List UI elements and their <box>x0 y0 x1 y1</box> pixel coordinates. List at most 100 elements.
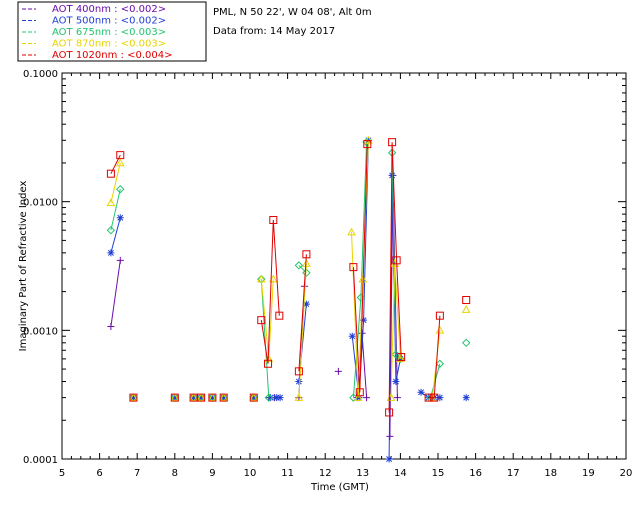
point-marker <box>208 393 217 402</box>
y-tick-label: 0.0010 <box>23 326 58 337</box>
point-marker <box>190 394 198 402</box>
x-tick-label: 18 <box>544 468 557 479</box>
point-marker <box>417 388 425 396</box>
y-tick-label: 0.0001 <box>23 455 58 466</box>
series-2 <box>106 137 471 402</box>
point-marker <box>267 394 275 402</box>
y-tick-label: 0.1000 <box>23 69 58 80</box>
point-marker <box>196 393 206 401</box>
x-axis-label: Time (GMT) <box>310 482 369 493</box>
point-marker <box>388 138 397 147</box>
x-tick-label: 13 <box>356 468 369 479</box>
point-marker <box>392 256 401 265</box>
point-marker <box>106 226 116 235</box>
point-marker <box>170 393 180 401</box>
series-line <box>260 219 280 364</box>
point-marker <box>294 367 303 376</box>
series-4 <box>106 138 471 417</box>
point-marker <box>170 393 179 402</box>
plot-area <box>106 135 471 463</box>
point-marker <box>349 263 358 272</box>
date-label: Data from: 14 May 2017 <box>213 26 335 37</box>
x-tick-label: 19 <box>582 468 595 479</box>
series-line <box>110 260 121 327</box>
point-marker <box>355 388 364 397</box>
legend-entry: AOT 1020nm : <0.004> <box>52 50 172 61</box>
x-tick-label: 16 <box>469 468 482 479</box>
x-tick-label: 9 <box>209 468 215 479</box>
point-marker <box>294 393 304 401</box>
x-tick-label: 17 <box>507 468 520 479</box>
x-tick-label: 15 <box>432 468 445 479</box>
point-marker <box>461 338 471 348</box>
point-marker <box>250 394 258 402</box>
point-marker <box>295 378 303 386</box>
point-marker <box>302 250 311 259</box>
series-3 <box>106 135 471 401</box>
point-marker <box>397 353 406 362</box>
point-marker <box>355 394 363 402</box>
point-marker <box>272 394 280 402</box>
point-marker <box>257 316 266 325</box>
legend-box <box>17 1 207 62</box>
series-line <box>298 254 307 372</box>
legend-entry: AOT 500nm : <0.002> <box>52 16 166 27</box>
point-marker <box>462 394 470 402</box>
series-line <box>110 189 121 231</box>
point-marker <box>249 393 259 401</box>
point-marker <box>106 169 115 178</box>
point-marker <box>436 394 444 402</box>
point-marker <box>189 393 198 402</box>
point-marker <box>396 354 405 363</box>
point-marker <box>208 393 217 401</box>
point-marker <box>349 393 358 402</box>
point-marker <box>424 393 433 402</box>
series-line <box>260 279 274 359</box>
axes: 5 6 7 8 9 10 11 12 13 14 15 16 17 18 19 20 0.0001 0.0010 0… <box>23 69 632 479</box>
point-marker <box>385 455 393 463</box>
point-marker <box>435 325 445 334</box>
point-marker <box>430 393 439 402</box>
point-marker <box>219 393 229 401</box>
series-line <box>110 162 121 203</box>
point-marker <box>462 296 471 305</box>
legend-entry: AOT 400nm : <0.002> <box>52 4 166 15</box>
point-marker <box>106 198 116 207</box>
point-marker <box>115 158 125 167</box>
series-line <box>260 279 270 398</box>
point-marker <box>347 227 356 236</box>
x-tick-label: 7 <box>134 468 140 479</box>
point-marker <box>393 394 401 402</box>
point-marker <box>129 393 138 402</box>
point-marker <box>208 394 216 402</box>
point-marker <box>189 393 198 401</box>
point-marker <box>197 393 206 402</box>
point-marker <box>220 394 228 402</box>
site-label: PML, N 50 22', W 04 08', Alt 0m <box>213 7 372 18</box>
point-marker <box>334 367 342 375</box>
plot-frame <box>61 72 627 460</box>
point-marker <box>435 311 444 320</box>
point-marker <box>294 261 304 270</box>
point-marker <box>356 293 366 302</box>
point-marker <box>461 305 471 313</box>
point-marker <box>116 151 125 160</box>
point-marker <box>348 332 356 340</box>
y-axis-label: Imaginary Part of Refractive Index <box>18 181 29 352</box>
point-marker <box>302 300 310 308</box>
point-marker <box>264 359 273 368</box>
point-marker <box>249 393 258 402</box>
point-marker <box>269 216 278 225</box>
point-marker <box>256 274 266 283</box>
series-1 <box>107 136 470 463</box>
legend: AOT 400nm : <0.002>AOT 500nm : <0.002> AO… <box>22 4 172 61</box>
x-tick-label: 8 <box>172 468 178 479</box>
legend-entry: AOT 870nm : <0.003> <box>52 39 166 50</box>
x-tick-label: 6 <box>96 468 102 479</box>
x-tick-label: 5 <box>59 468 65 479</box>
point-marker <box>360 316 368 324</box>
point-marker <box>276 394 284 402</box>
point-marker <box>353 393 363 401</box>
x-tick-label: 20 <box>620 468 633 479</box>
x-tick-label: 10 <box>244 468 257 479</box>
